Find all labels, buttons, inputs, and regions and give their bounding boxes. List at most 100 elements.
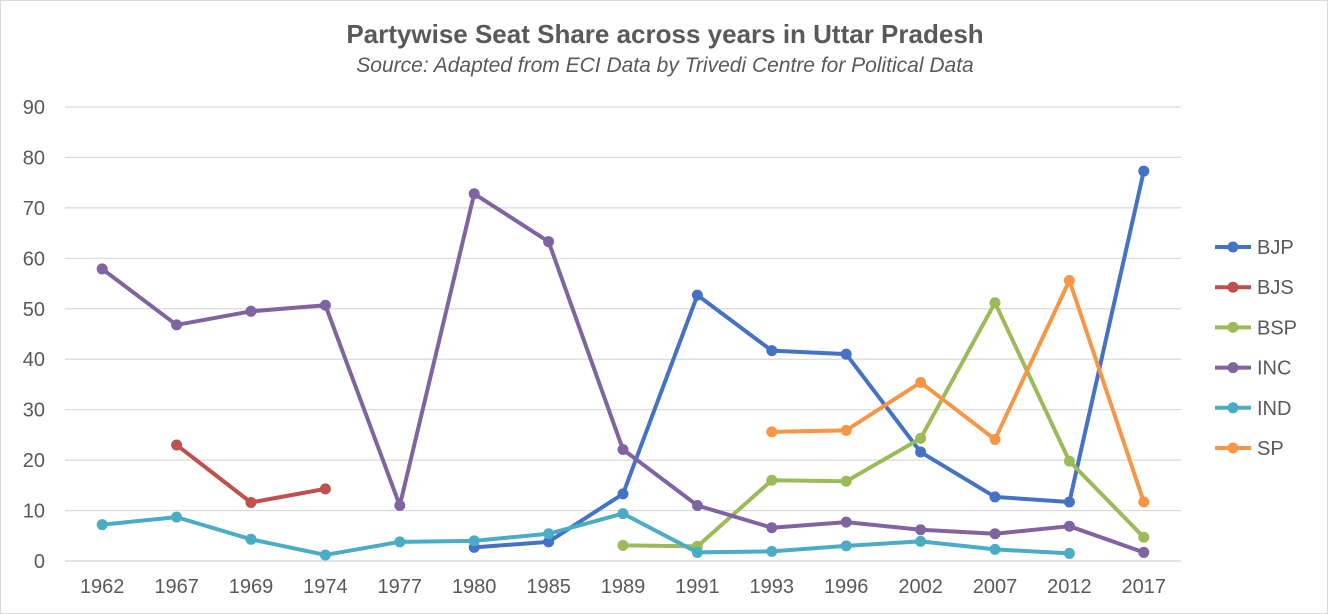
data-point-ind — [915, 535, 927, 547]
legend-marker — [1227, 362, 1239, 374]
data-point-bjp — [1138, 165, 1150, 177]
x-tick-label: 1967 — [154, 576, 199, 598]
legend-label: INC — [1257, 358, 1291, 380]
data-point-ind — [840, 540, 852, 552]
y-tick-label: 80 — [23, 147, 45, 169]
axes: 0 10 20 30 40 50 60 70 80 90 1962 1967 1969 1974 1977 1… — [23, 97, 1181, 598]
series-line-sp — [769, 278, 1146, 504]
data-point-ind — [543, 528, 555, 540]
data-point-bjs — [319, 483, 331, 495]
x-tick-label: 1985 — [526, 576, 571, 598]
data-point-sp — [915, 376, 927, 388]
series-sp — [766, 275, 1150, 508]
legend-marker — [1227, 442, 1239, 454]
data-point-ind — [319, 549, 331, 561]
legend-marker — [1227, 241, 1239, 253]
x-tick-label: 1974 — [303, 576, 348, 598]
data-point-ind — [468, 535, 480, 547]
legend-item-sp: SP — [1215, 438, 1284, 460]
data-point-inc — [171, 319, 183, 331]
y-tick-label: 40 — [23, 349, 45, 371]
data-point-inc — [319, 299, 331, 311]
x-tick-label: 2002 — [898, 576, 943, 598]
x-tick-label: 2012 — [1047, 576, 1092, 598]
x-tick-label: 1969 — [229, 576, 274, 598]
series-bsp — [617, 297, 1150, 552]
data-point-bjp — [1063, 496, 1075, 508]
x-tick-label: 1989 — [601, 576, 646, 598]
data-point-ind — [245, 533, 257, 545]
data-point-inc — [989, 528, 1001, 540]
legend-item-bjp: BJP — [1215, 237, 1294, 259]
data-point-inc — [691, 500, 703, 512]
legend-marker — [1227, 281, 1239, 293]
data-point-bsp — [766, 474, 778, 486]
series-line-bjp — [472, 169, 1146, 550]
x-tick-label: 1993 — [750, 576, 795, 598]
data-point-ind — [1063, 547, 1075, 559]
x-tick-label: 1977 — [378, 576, 423, 598]
data-point-bjs — [171, 439, 183, 451]
data-point-inc — [1138, 546, 1150, 558]
data-point-bsp — [1063, 455, 1075, 467]
data-point-bjp — [766, 345, 778, 357]
data-point-inc — [617, 444, 629, 456]
legend-marker — [1227, 321, 1239, 333]
data-point-bjp — [840, 348, 852, 360]
legend-label: IND — [1257, 398, 1291, 420]
y-tick-label: 70 — [23, 198, 45, 220]
x-tick-label: 1980 — [452, 576, 497, 598]
data-point-ind — [617, 508, 629, 520]
data-point-inc — [394, 500, 406, 512]
legend-item-bsp: BSP — [1215, 317, 1297, 339]
data-point-sp — [989, 433, 1001, 445]
data-point-bjp — [915, 446, 927, 458]
chart-subtitle: Source: Adapted from ECI Data by Trivedi… — [356, 54, 974, 77]
y-tick-label: 10 — [23, 501, 45, 523]
legend-marker — [1227, 402, 1239, 414]
data-point-bsp — [1138, 531, 1150, 543]
x-tick-label: 1996 — [824, 576, 869, 598]
data-point-ind — [96, 519, 108, 531]
data-point-sp — [1063, 275, 1075, 287]
data-point-bsp — [617, 539, 629, 551]
y-tick-label: 60 — [23, 248, 45, 270]
data-point-ind — [394, 536, 406, 548]
data-point-ind — [171, 511, 183, 523]
data-point-inc — [766, 522, 778, 534]
data-point-bjp — [617, 488, 629, 500]
data-point-inc — [1063, 520, 1075, 532]
data-point-ind — [989, 543, 1001, 555]
data-point-sp — [766, 426, 778, 438]
y-tick-label: 20 — [23, 450, 45, 472]
legend-item-ind: IND — [1215, 398, 1291, 420]
series-layer — [96, 165, 1150, 561]
data-point-inc — [468, 188, 480, 200]
series-bjp — [468, 165, 1150, 553]
y-tick-label: 50 — [23, 299, 45, 321]
y-tick-label: 0 — [34, 551, 45, 573]
data-point-inc — [915, 524, 927, 536]
data-point-bsp — [989, 297, 1001, 309]
data-point-bsp — [915, 432, 927, 444]
legend-label: SP — [1257, 438, 1284, 460]
data-point-bjp — [989, 491, 1001, 503]
series-line-bjs — [174, 442, 328, 505]
data-point-sp — [1138, 496, 1150, 508]
data-point-bjp — [543, 536, 555, 548]
x-tick-label: 1962 — [80, 576, 125, 598]
data-point-bjs — [245, 496, 257, 508]
series-inc — [96, 188, 1150, 558]
legend-item-inc: INC — [1215, 358, 1291, 380]
data-point-bsp — [840, 475, 852, 487]
data-point-inc — [245, 305, 257, 317]
data-point-inc — [96, 263, 108, 275]
data-point-inc — [543, 236, 555, 248]
legend-label: BJP — [1257, 237, 1294, 259]
x-tick-label: 1991 — [675, 576, 720, 598]
legend-item-bjs: BJS — [1215, 277, 1294, 299]
data-point-sp — [840, 424, 852, 436]
data-point-ind — [691, 546, 703, 558]
